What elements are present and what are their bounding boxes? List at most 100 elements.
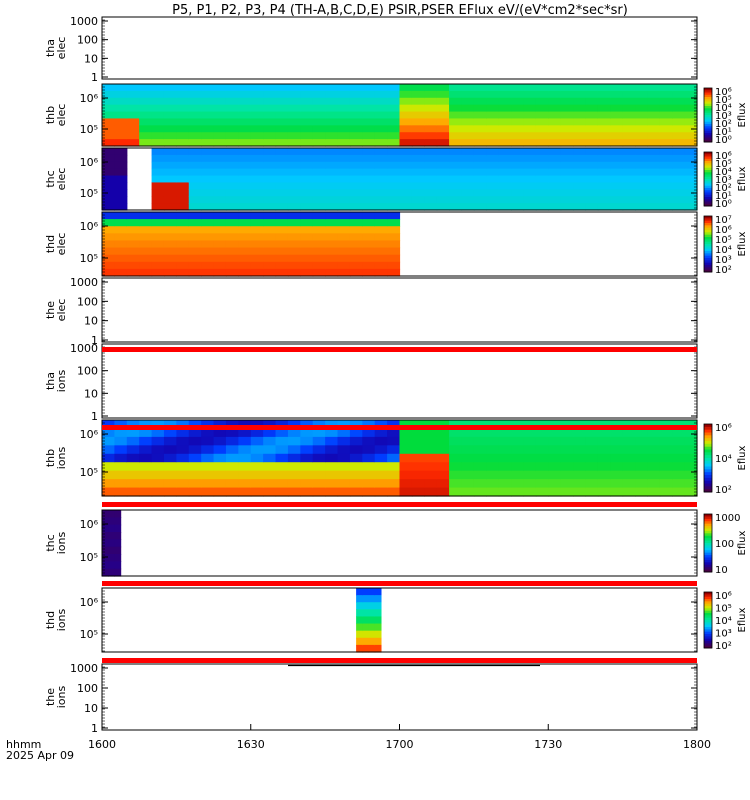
spectrogram-cell bbox=[535, 168, 549, 177]
spectrogram-cell bbox=[486, 148, 500, 156]
spectrogram-cell bbox=[585, 90, 599, 99]
spectrogram-cell bbox=[238, 161, 252, 170]
spectrogram-cell bbox=[300, 125, 314, 133]
spectrogram-cell bbox=[102, 203, 115, 211]
colorbar-segment bbox=[704, 201, 712, 205]
colorbar-tick-label: 10⁶ bbox=[715, 423, 732, 434]
spectrogram-cell bbox=[523, 175, 537, 184]
spectrogram-cell bbox=[275, 90, 289, 99]
spectrogram-cell bbox=[349, 479, 363, 489]
spectrogram-cell bbox=[535, 189, 549, 197]
colorbar-title: Eflux bbox=[737, 607, 748, 632]
spectrogram-cell bbox=[337, 254, 351, 263]
panel-frame bbox=[101, 83, 698, 147]
spectrogram-cell bbox=[337, 445, 351, 455]
spectrogram-cell bbox=[102, 90, 115, 99]
colorbar-segment bbox=[704, 514, 712, 517]
spectrogram-cell bbox=[126, 470, 140, 480]
spectrogram-cell bbox=[201, 233, 215, 242]
spectrogram-cell bbox=[312, 111, 326, 120]
spectrogram-cell bbox=[201, 161, 215, 170]
spectrogram-cell bbox=[511, 462, 525, 472]
spectrogram-cell bbox=[411, 203, 425, 211]
spectrogram-cell bbox=[684, 132, 698, 140]
spectrogram-cell bbox=[424, 111, 438, 120]
spectrogram-cell bbox=[362, 175, 376, 184]
spectrogram-cell bbox=[225, 254, 239, 263]
spectrogram-cell bbox=[511, 148, 525, 156]
colorbar-segment bbox=[704, 126, 712, 129]
colorbar-tick-label: 10² bbox=[715, 641, 732, 652]
spectrogram-cell bbox=[374, 233, 388, 242]
panel-frame bbox=[101, 211, 698, 277]
spectrogram-cell bbox=[139, 445, 153, 455]
spectrogram-cell bbox=[424, 148, 438, 156]
spectrogram-cell bbox=[188, 470, 202, 480]
spectrogram-cell bbox=[511, 175, 525, 184]
spectrogram-cell bbox=[102, 554, 109, 562]
spectrogram-cell bbox=[523, 139, 537, 147]
spectrogram-cell bbox=[486, 90, 500, 99]
spectrogram-cell bbox=[387, 148, 401, 156]
spectrogram-cell bbox=[585, 428, 599, 438]
y-axis-label: thcions bbox=[44, 531, 68, 554]
spectrogram-cell bbox=[523, 182, 537, 190]
spectrogram-cell bbox=[250, 436, 264, 446]
spectrogram-cell bbox=[573, 168, 587, 177]
colorbar-segment bbox=[704, 139, 712, 143]
spectrogram-cell bbox=[374, 595, 382, 603]
spectrogram-cell bbox=[139, 254, 153, 263]
spectrogram-cell bbox=[449, 436, 463, 446]
colorbar-segment bbox=[704, 230, 712, 233]
spectrogram-cell bbox=[263, 175, 277, 184]
colorbar-segment bbox=[704, 176, 712, 180]
spectrogram-cell bbox=[672, 453, 686, 463]
spectrogram-cell bbox=[275, 254, 289, 263]
spectrogram-cell bbox=[139, 90, 153, 99]
spectrogram-cell bbox=[114, 219, 128, 227]
spectrogram-cell bbox=[201, 428, 215, 438]
spectrogram-cell bbox=[399, 470, 413, 480]
spectrogram-cell bbox=[201, 219, 215, 227]
spectrogram-cell bbox=[585, 118, 599, 126]
spectrogram-cell bbox=[387, 261, 401, 270]
spectrogram-cell bbox=[684, 453, 698, 463]
spectrogram-cell bbox=[374, 219, 388, 227]
spectrogram-cell bbox=[635, 436, 649, 446]
spectrogram-cell bbox=[213, 219, 227, 227]
spectrogram-cell bbox=[573, 97, 587, 106]
spectrogram-cell bbox=[659, 196, 673, 204]
colorbar-segment bbox=[704, 643, 712, 647]
spectrogram-cell bbox=[635, 132, 649, 140]
spectrogram-cell bbox=[511, 154, 525, 163]
spectrogram-cell bbox=[108, 517, 115, 526]
spectrogram-cell bbox=[473, 132, 487, 140]
spectrogram-cell bbox=[176, 233, 190, 242]
spectrogram-cell bbox=[201, 189, 215, 197]
spectrogram-cell bbox=[126, 104, 140, 113]
spectrogram-cell bbox=[163, 125, 177, 133]
spectrogram-cell bbox=[647, 104, 661, 113]
spectrogram-cell bbox=[163, 254, 177, 263]
spectrogram-cell bbox=[114, 420, 128, 430]
colorbar-segment bbox=[704, 154, 712, 157]
spectrogram-cell bbox=[511, 203, 525, 211]
spectrogram-cell bbox=[287, 212, 301, 220]
spectrogram-cell bbox=[461, 189, 475, 197]
spectrogram-cell bbox=[287, 154, 301, 163]
spectrogram-cell bbox=[225, 445, 239, 455]
spectrogram-cell bbox=[436, 97, 450, 106]
spectrogram-cell bbox=[424, 154, 438, 163]
spectrogram-cell bbox=[672, 445, 686, 455]
spectrogram-cell bbox=[201, 226, 215, 234]
spectrogram-cell bbox=[102, 154, 115, 163]
spectrogram-cell bbox=[126, 453, 140, 463]
spectrogram-cell bbox=[275, 182, 289, 190]
spectrogram-cell bbox=[585, 125, 599, 133]
spectrogram-cell bbox=[635, 104, 649, 113]
spectrogram-cell bbox=[461, 139, 475, 147]
spectrogram-cell bbox=[362, 189, 376, 197]
spectrogram-cell bbox=[238, 175, 252, 184]
spectrogram-cell bbox=[368, 630, 376, 639]
spectrogram-cell bbox=[622, 453, 636, 463]
